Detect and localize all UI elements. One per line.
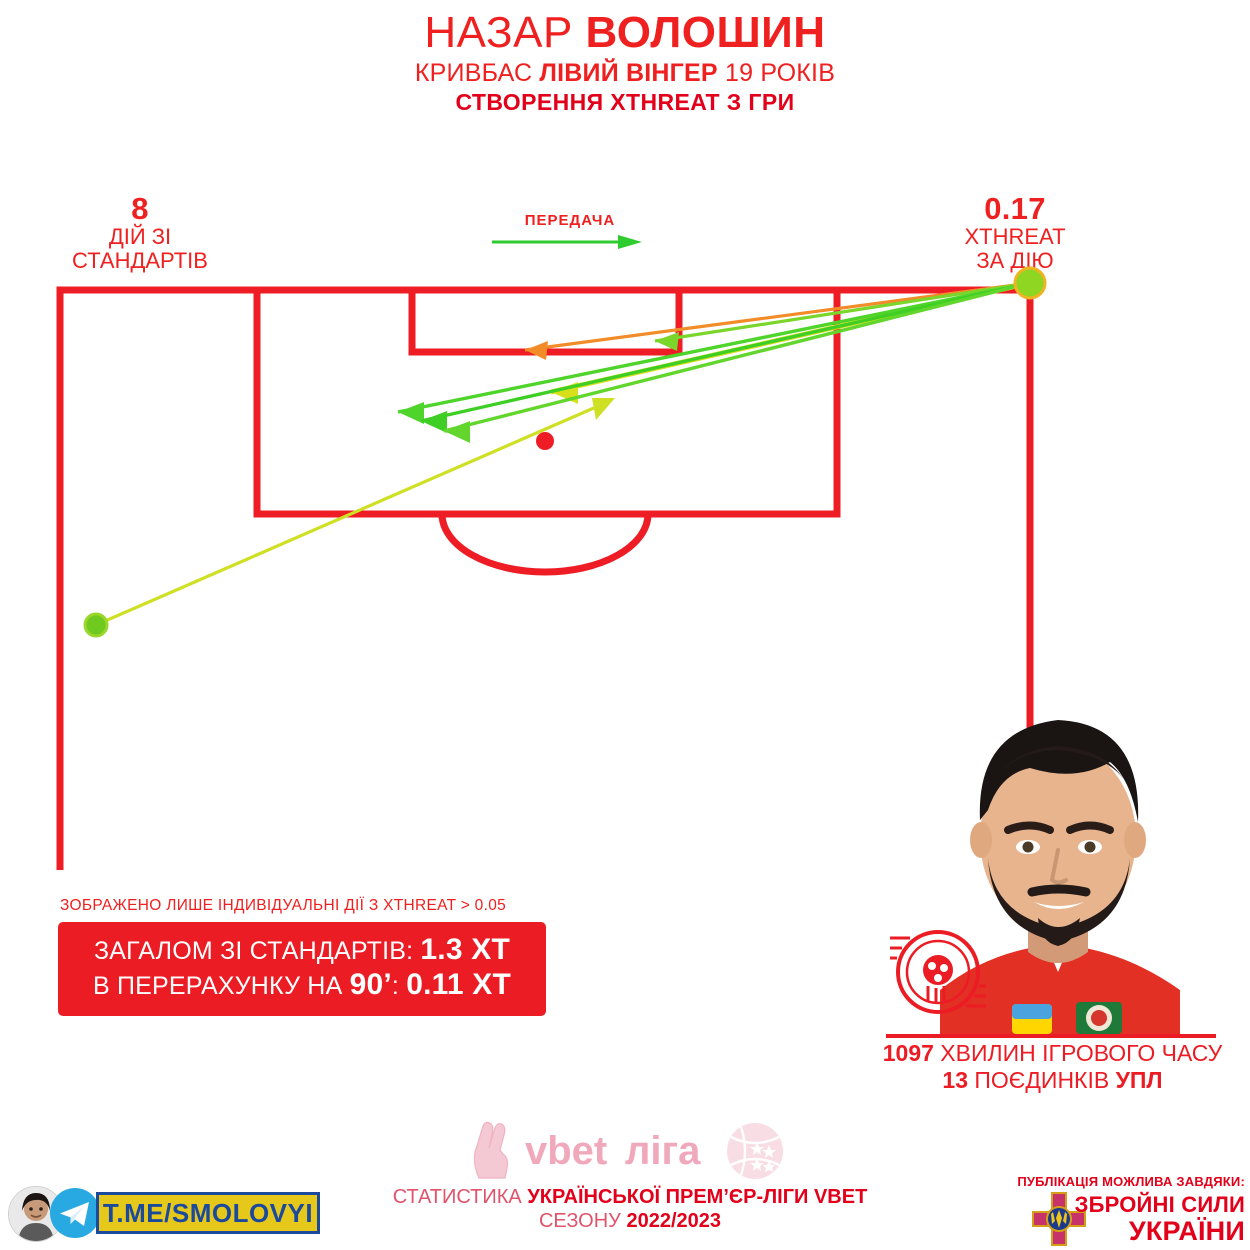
player-meta: КРИВБАС ЛІВИЙ ВІНГЕР 19 РОКІВ: [0, 58, 1250, 88]
stat-xthreat-per-action: 0.17 XTHREAT ЗА ДІЮ: [900, 192, 1130, 273]
legend-pass-label: ПЕРЕДАЧА: [524, 212, 616, 229]
victory-hand-icon: [473, 1121, 509, 1179]
action-arrow-2: [654, 281, 1031, 351]
telegram-badge[interactable]: T.ME/SMOLOVYI: [8, 1184, 328, 1242]
player-minutes-value: 1097: [882, 1040, 934, 1066]
stat-right-label-2: ЗА ДІЮ: [976, 248, 1054, 274]
army-emblem-icon: [1032, 1192, 1086, 1246]
summary-per90-label: В ПЕРЕРАХУНКУ НА: [92, 972, 343, 1000]
player-portrait: [940, 720, 1180, 1035]
origin-markers: [83, 266, 1047, 638]
header: НАЗАР ВОЛОШИН КРИВБАС ЛІВИЙ ВІНГЕР 19 РО…: [0, 8, 1250, 116]
summary-row-per90: В ПЕРЕРАХУНКУ НА 90’: 0.11 XT: [58, 968, 546, 1003]
army-credit: ПУБЛІКАЦІЯ МОЖЛИВА ЗАВДЯКИ: ЗБРОЙНІ СИЛИ…: [985, 1174, 1245, 1246]
action-arrow-1: [524, 281, 1031, 360]
stat-left-label-1: ДІЙ ЗІ: [108, 224, 172, 250]
summary-row-total: ЗАГАЛОМ ЗІ СТАНДАРТІВ: 1.3 XT: [58, 933, 546, 968]
action-arrow-7: [95, 398, 615, 627]
player-stats-divider: [886, 1034, 1216, 1038]
summary-per90-value: 0.11 XT: [406, 968, 512, 1001]
army-line-1: ЗБРОЙНІ СИЛИ: [1074, 1192, 1245, 1217]
footer-line2-prefix: СЕЗОНУ: [538, 1210, 621, 1233]
legend-pass-arrow-icon: [492, 235, 642, 249]
club-badge-icon: [890, 930, 986, 1014]
stat-left-value: 8: [131, 191, 149, 226]
summary-total-value: 1.3 XT: [420, 933, 510, 966]
player-photo-area: [880, 690, 1220, 1035]
summary-total-label: ЗАГАЛОМ ЗІ СТАНДАРТІВ:: [93, 937, 414, 965]
telegram-icon[interactable]: [48, 1186, 102, 1240]
footer-line-2: СЕЗОНУ 2022/2023: [325, 1209, 935, 1233]
player-minutes-label: ХВИЛИН ІГРОВОГО ЧАСУ: [940, 1040, 1223, 1066]
chart-subtitle: СТВОРЕННЯ XTHREAT З ГРИ: [455, 89, 795, 115]
vbet-wordmark: vbet: [525, 1129, 607, 1173]
league-ball-icon: [727, 1123, 783, 1179]
marker-deep-origin: [83, 612, 109, 638]
player-position: ЛІВИЙ ВІНГЕР: [539, 59, 718, 87]
action-arrow-5: [420, 281, 1031, 433]
player-club: КРИВБАС: [414, 59, 533, 87]
vbet-liga-logo: vbet ліга: [473, 1121, 783, 1179]
action-arrow-6: [443, 281, 1031, 443]
footer-line-1: СТАТИСТИКА УКРАЇНСЬКОЇ ПРЕМ’ЄР-ЛІГИ VBET: [325, 1185, 935, 1209]
legend: ПЕРЕДАЧА: [470, 212, 670, 255]
player-minutes-row: 1097 ХВИЛИН ІГРОВОГО ЧАСУ: [860, 1040, 1245, 1067]
telegram-handle-pill[interactable]: T.ME/SMOLOVYI: [96, 1192, 320, 1234]
action-arrows: [95, 280, 1031, 627]
player-stats: 1097 ХВИЛИН ІГРОВОГО ЧАСУ 13 ПОЄДИНКІВ У…: [860, 1040, 1245, 1093]
army-credit-top: ПУБЛІКАЦІЯ МОЖЛИВА ЗАВДЯКИ:: [1017, 1174, 1245, 1189]
footer-line1-league: УКРАЇНСЬКОЇ ПРЕМ’ЄР-ЛІГИ VBET: [527, 1186, 868, 1208]
footer-credit: СТАТИСТИКА УКРАЇНСЬКОЇ ПРЕМ’ЄР-ЛІГИ VBET…: [325, 1185, 935, 1234]
player-matches-value: 13: [942, 1066, 968, 1093]
footer-line1-prefix: СТАТИСТИКА: [392, 1186, 522, 1208]
player-league-abbr: УПЛ: [1115, 1066, 1163, 1093]
stat-right-label-1: XTHREAT: [964, 224, 1066, 250]
action-arrow-4: [397, 281, 1031, 424]
summary-per90-sep: :: [391, 972, 400, 1000]
footer-line2-season: 2022/2023: [626, 1210, 721, 1233]
telegram-handle-text: T.ME/SMOLOVYI: [102, 1197, 314, 1228]
player-matches-label: ПОЄДИНКІВ: [974, 1066, 1110, 1093]
stat-right-value: 0.17: [984, 191, 1046, 226]
player-matches-row: 13 ПОЄДИНКІВ УПЛ: [860, 1067, 1245, 1094]
army-line-2: УКРАЇНИ: [1128, 1216, 1245, 1246]
disclaimer-note: ЗОБРАЖЕНО ЛИШЕ ІНДИВІДУАЛЬНІ ДІЇ З XTHRE…: [60, 897, 507, 914]
marker-corner-origin: [1013, 266, 1047, 300]
liga-wordmark: ліга: [625, 1129, 701, 1173]
summary-box: ЗАГАЛОМ ЗІ СТАНДАРТІВ: 1.3 XT В ПЕРЕРАХУ…: [58, 922, 546, 1016]
player-age: 19 РОКІВ: [724, 59, 836, 87]
player-name: НАЗАР ВОЛОШИН: [0, 8, 1250, 58]
player-last-name: ВОЛОШИН: [585, 8, 826, 57]
stat-left-label-2: СТАНДАРТІВ: [72, 248, 208, 274]
player-first-name: НАЗАР: [424, 8, 573, 57]
stat-setpiece-actions: 8 ДІЙ ЗІ СТАНДАРТІВ: [28, 192, 252, 273]
summary-per90-minutes: 90’: [349, 968, 392, 1001]
